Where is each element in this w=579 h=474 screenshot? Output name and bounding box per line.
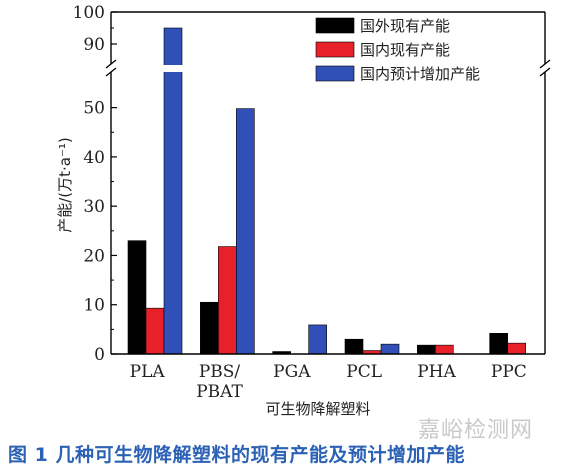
bar-2-5 bbox=[435, 344, 454, 355]
y-tick-label: 50 bbox=[83, 99, 105, 119]
plot-area bbox=[127, 27, 526, 355]
legend-label: 国外现有产能 bbox=[360, 17, 450, 35]
bar-2-2 bbox=[218, 246, 237, 355]
axis-break-mark bbox=[105, 59, 117, 69]
y-tick-label: 10 bbox=[83, 296, 105, 316]
y-tick-label: 40 bbox=[83, 148, 105, 168]
bar-3-1 bbox=[163, 27, 183, 355]
bar-break-gap bbox=[163, 65, 183, 72]
x-tick-label: PPC bbox=[491, 362, 527, 382]
y-axis-title: 产能/(万t·a⁻¹) bbox=[56, 137, 74, 233]
x-axis-title: 可生物降解塑料 bbox=[265, 400, 370, 418]
bar-2-1 bbox=[145, 307, 165, 355]
bar-3-4 bbox=[380, 343, 400, 355]
bar-1-4 bbox=[344, 338, 364, 355]
y-tick-label: 20 bbox=[83, 246, 105, 266]
bar-1-6 bbox=[489, 333, 508, 355]
legend-swatch bbox=[315, 41, 355, 58]
x-tick-label: PHA bbox=[417, 362, 456, 382]
legend-swatch bbox=[315, 65, 355, 82]
y-tick-label: 90 bbox=[83, 35, 105, 55]
x-tick-label: PLA bbox=[130, 362, 166, 382]
bar-2-6 bbox=[507, 342, 526, 355]
x-tick-label: PGA bbox=[273, 362, 311, 382]
legend-label: 国内现有产能 bbox=[360, 41, 450, 59]
x-tick-label: PBS/PBAT bbox=[196, 362, 243, 402]
figure-caption: 图 1 几种可生物降解塑料的现有产能及预计增加产能 bbox=[8, 444, 465, 466]
axis-break-mark bbox=[539, 59, 551, 69]
axis-break-mark bbox=[105, 67, 117, 77]
watermark: 嘉峪检测网 bbox=[418, 418, 534, 443]
x-tick-label: PCL bbox=[346, 362, 382, 382]
axis-break-mark bbox=[539, 67, 551, 77]
axes: 0 10 20 30 40 50 90 100 PLA PBS/PBAT PGA PCL PHA PPC bbox=[73, 3, 551, 402]
y-tick-label: 0 bbox=[94, 345, 105, 365]
bar-3-3 bbox=[308, 324, 327, 355]
legend-swatch bbox=[315, 17, 355, 34]
bar-3-2 bbox=[236, 108, 255, 355]
bar-1-2 bbox=[200, 301, 219, 355]
legend-label: 国内预计增加产能 bbox=[360, 65, 480, 83]
y-tick-label: 30 bbox=[83, 197, 105, 217]
y-tick-label: 100 bbox=[73, 3, 105, 23]
bar-1-1 bbox=[127, 240, 147, 355]
bar-1-5 bbox=[417, 344, 436, 355]
